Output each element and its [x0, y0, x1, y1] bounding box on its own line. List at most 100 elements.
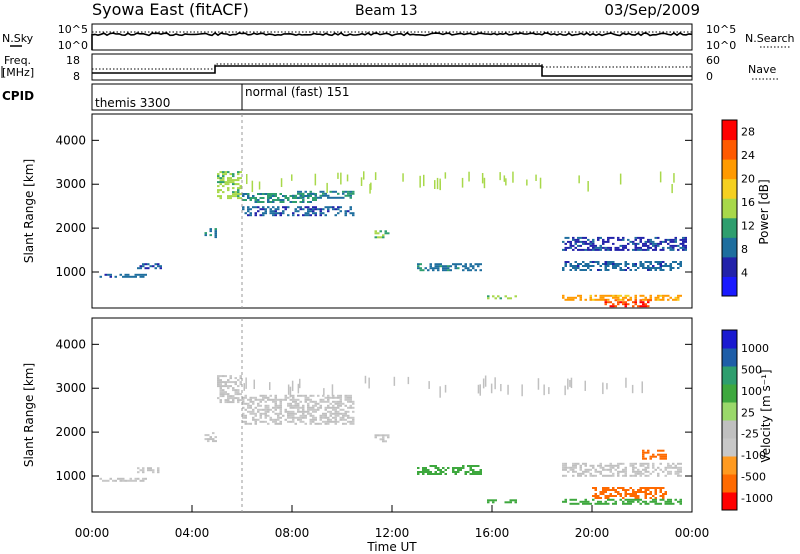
heatmap-cell — [424, 267, 427, 270]
heatmap-cell — [229, 173, 232, 176]
heatmap-cell — [297, 408, 300, 411]
nave-trace — [92, 63, 692, 70]
heatmap-cell — [337, 414, 340, 417]
heatmap-cell — [642, 301, 645, 304]
heatmap-cell — [142, 467, 145, 470]
heatmap-cell — [329, 412, 332, 415]
heatmap-cell — [607, 468, 610, 471]
heatmap-cell — [612, 502, 615, 505]
heatmap-cell — [647, 261, 650, 263]
heatmap-cell — [272, 398, 275, 401]
heatmap-cell — [229, 195, 232, 198]
heatmap-cell — [269, 197, 272, 199]
heatmap-cell — [669, 470, 672, 473]
heatmap-cell — [679, 246, 682, 249]
heatmap-cell — [217, 189, 220, 192]
heatmap-cell — [467, 471, 470, 473]
heatmap-cell — [212, 432, 215, 435]
heatmap-cell — [454, 471, 457, 473]
heatmap-cell — [302, 195, 305, 197]
heatmap-cell — [589, 265, 592, 267]
velocity-colorbar-label: Velocity [m s⁻¹] — [759, 369, 773, 462]
heatmap-cell — [634, 301, 637, 304]
heatmap-cell — [247, 422, 250, 425]
heatmap-cell — [234, 393, 237, 396]
heatmap-cell — [582, 265, 585, 267]
heatmap-cell — [99, 275, 102, 278]
heatmap-cell — [109, 477, 112, 480]
heatmap-cell — [637, 497, 640, 499]
heatmap-cell — [609, 248, 612, 251]
heatmap-cell — [249, 398, 252, 401]
heatmap-cell — [317, 394, 320, 397]
heatmap-cell — [589, 244, 592, 247]
heatmap-cell — [569, 498, 572, 501]
heatmap-cell — [607, 269, 610, 271]
heatmap-cell — [274, 208, 277, 211]
heatmap-cell — [494, 499, 497, 502]
heatmap-cell — [589, 298, 592, 301]
heatmap-cell — [617, 493, 620, 495]
heatmap-cell — [662, 495, 665, 497]
heatmap-cell — [572, 502, 575, 505]
heatmap-cell — [647, 301, 650, 304]
heatmap-cell — [669, 466, 672, 469]
heatmap-cell — [434, 473, 437, 475]
heatmap-cell — [607, 487, 610, 489]
heatmap-cell — [262, 208, 265, 211]
heatmap-cell — [304, 414, 307, 417]
heatmap-cell — [243, 383, 245, 391]
heatmap-cell — [577, 263, 580, 265]
heatmap-cell — [503, 175, 506, 182]
heatmap-cell — [257, 210, 260, 213]
heatmap-cell — [387, 436, 390, 439]
heatmap-cell — [294, 210, 297, 213]
heatmap-cell — [612, 498, 615, 501]
heatmap-cell — [664, 263, 667, 265]
heatmap-cell — [664, 238, 667, 241]
heatmap-cell — [254, 420, 257, 423]
heatmap-cell — [624, 265, 627, 267]
heatmap-cell — [284, 418, 287, 421]
x-tick-label: 08:00 — [275, 526, 310, 540]
heatmap-cell — [327, 400, 330, 403]
heatmap-cell — [259, 412, 262, 415]
heatmap-cell — [319, 212, 322, 215]
heatmap-cell — [674, 472, 677, 475]
heatmap-cell — [217, 175, 220, 178]
heatmap-cell — [642, 248, 645, 251]
heatmap-cell — [659, 455, 662, 458]
heatmap-cell — [232, 173, 235, 176]
heatmap-cell — [582, 470, 585, 473]
heatmap-cell — [242, 416, 245, 419]
heatmap-cell — [327, 404, 330, 407]
heatmap-cell — [464, 267, 467, 270]
heatmap-cell — [339, 402, 342, 405]
heatmap-cell — [614, 246, 617, 249]
heatmap-cell — [219, 379, 222, 382]
heatmap-cell — [319, 404, 322, 407]
heatmap-cell — [307, 408, 310, 411]
heatmap-cell — [324, 192, 327, 195]
heatmap-cell — [639, 491, 642, 493]
heatmap-cell — [577, 294, 580, 297]
heatmap-cell — [257, 418, 260, 421]
heatmap-cell — [684, 236, 687, 239]
heatmap-cell — [649, 238, 652, 241]
heatmap-cell — [659, 298, 662, 301]
heatmap-cell — [304, 396, 307, 399]
power-colorbar-tick: 16 — [741, 196, 755, 209]
heatmap-cell — [624, 294, 627, 297]
heatmap-cell — [597, 246, 600, 249]
heatmap-cell — [269, 408, 272, 411]
heatmap-cell — [264, 208, 267, 211]
heatmap-cell — [279, 422, 282, 425]
heatmap-cell — [579, 466, 582, 469]
heatmap-cell — [259, 394, 262, 397]
heatmap-cell — [644, 248, 647, 251]
heatmap-cell — [584, 474, 587, 477]
heatmap-cell — [597, 248, 600, 251]
heatmap-cell — [602, 491, 605, 493]
heatmap-cell — [602, 263, 605, 265]
heatmap-cell — [292, 201, 295, 203]
